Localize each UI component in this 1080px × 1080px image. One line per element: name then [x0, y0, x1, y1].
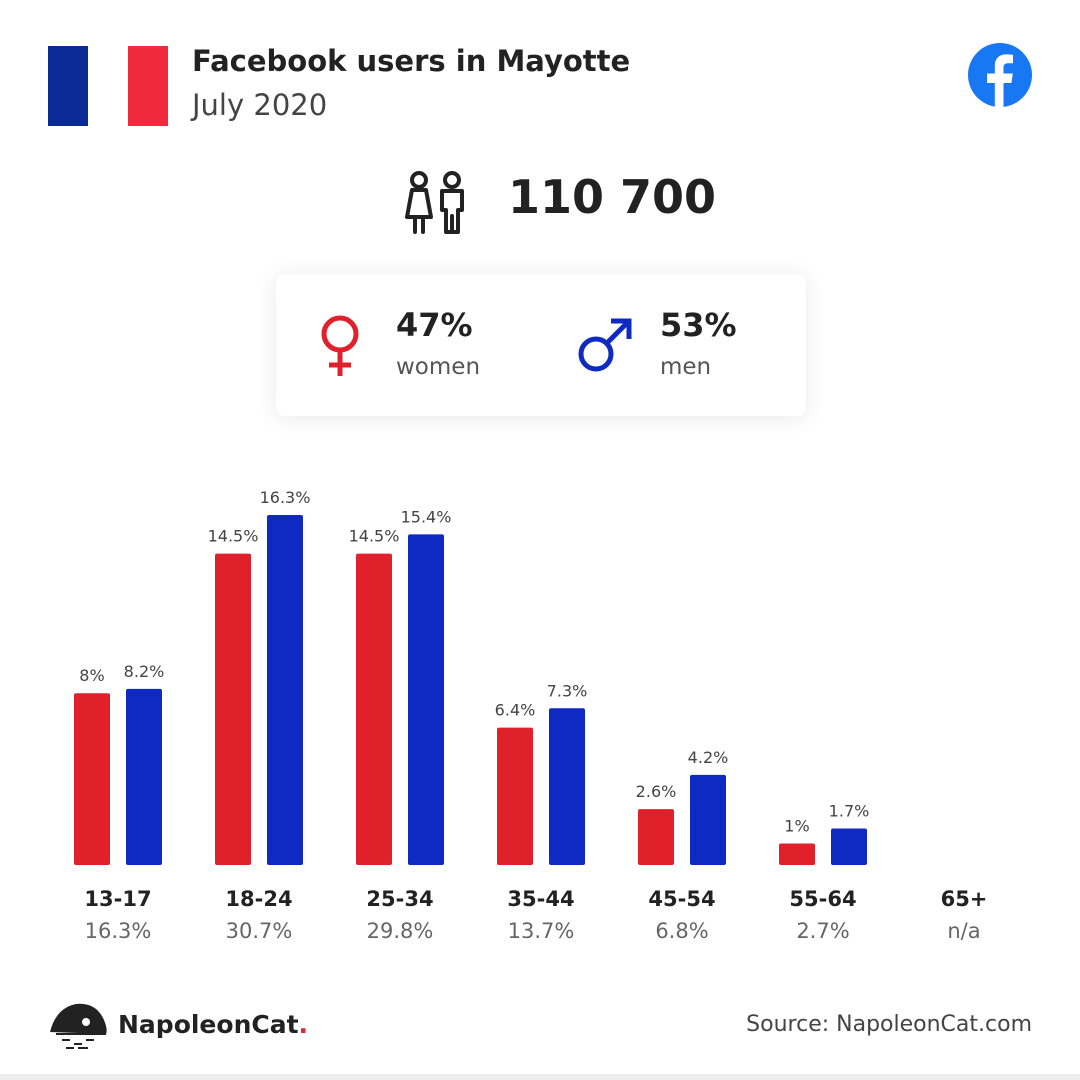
bar-13-17-series-2: [126, 688, 162, 865]
category-total-18-24: 30.7%: [226, 919, 293, 943]
bar-value-label-13-17-series-2: 8.2%: [124, 662, 165, 681]
users-icon: [405, 171, 464, 234]
bar-value-label-35-44-series-2: 7.3%: [547, 681, 588, 700]
facebook-logo-icon: [968, 43, 1032, 108]
bar-value-label-13-17-series-1: 8%: [79, 666, 104, 685]
gender-split-card: 47% women 53% men: [276, 274, 806, 416]
category-total-25-34: 29.8%: [367, 919, 434, 943]
category-total-55-64: 2.7%: [796, 919, 849, 943]
bar-value-label-25-34-series-2: 15.4%: [401, 507, 452, 526]
men-percent: 53%: [660, 306, 737, 344]
women-percent: 47%: [396, 306, 473, 344]
brand-dot: .: [298, 1010, 309, 1039]
bar-value-label-55-64-series-1: 1%: [784, 817, 809, 836]
bar-35-44-series-2: [549, 708, 585, 865]
bar-13-17-series-1: [74, 693, 110, 865]
bar-value-label-45-54-series-2: 4.2%: [688, 748, 729, 767]
total-users-count: 110 700: [508, 170, 717, 224]
women-label: women: [396, 354, 481, 380]
flag-stripe-blue: [48, 46, 88, 126]
bar-25-34-series-2: [408, 534, 444, 865]
bar-35-44-series-1: [497, 727, 533, 865]
category-label-65+: 65+: [941, 887, 988, 911]
bar-18-24-series-1: [215, 553, 251, 865]
age-group-bar-chart: 8% 8.2% 13-17 16.3% 14.5% 16.3% 18-24 30.7% 14.5…: [74, 488, 988, 943]
brand-name: NapoleonCat.: [118, 1010, 308, 1039]
category-total-35-44: 13.7%: [508, 919, 575, 943]
bar-55-64-series-2: [831, 828, 867, 865]
bar-25-34-series-1: [356, 553, 392, 865]
female-symbol-icon: [321, 315, 359, 376]
bar-value-label-45-54-series-1: 2.6%: [636, 782, 677, 801]
bar-45-54-series-2: [690, 774, 726, 865]
bar-value-label-25-34-series-1: 14.5%: [349, 527, 400, 546]
category-label-35-44: 35-44: [507, 887, 574, 911]
category-total-13-17: 16.3%: [85, 919, 152, 943]
flag-stripe-red: [128, 46, 168, 126]
bar-18-24-series-2: [267, 515, 303, 865]
page-subtitle: July 2020: [192, 88, 328, 122]
category-label-55-64: 55-64: [789, 887, 856, 911]
source-credit: Source: NapoleonCat.com: [746, 1012, 1032, 1037]
page-title: Facebook users in Mayotte: [192, 44, 631, 78]
category-label-45-54: 45-54: [648, 887, 715, 911]
bar-value-label-18-24-series-1: 14.5%: [208, 527, 259, 546]
category-total-45-54: 6.8%: [655, 919, 708, 943]
male-symbol-icon: [578, 318, 632, 372]
brand-name-text: NapoleonCat: [118, 1010, 299, 1039]
category-label-18-24: 18-24: [225, 887, 292, 911]
category-label-25-34: 25-34: [366, 887, 433, 911]
men-label: men: [660, 354, 712, 380]
napoleoncat-logo-icon: [50, 1003, 107, 1049]
bottom-divider: [0, 1074, 1080, 1080]
category-label-13-17: 13-17: [84, 887, 151, 911]
bar-value-label-55-64-series-2: 1.7%: [829, 801, 870, 820]
bar-value-label-18-24-series-2: 16.3%: [260, 488, 311, 507]
bar-45-54-series-1: [638, 809, 674, 865]
category-total-65+: n/a: [947, 919, 980, 943]
bar-55-64-series-1: [779, 843, 815, 865]
bar-value-label-35-44-series-1: 6.4%: [495, 701, 536, 720]
